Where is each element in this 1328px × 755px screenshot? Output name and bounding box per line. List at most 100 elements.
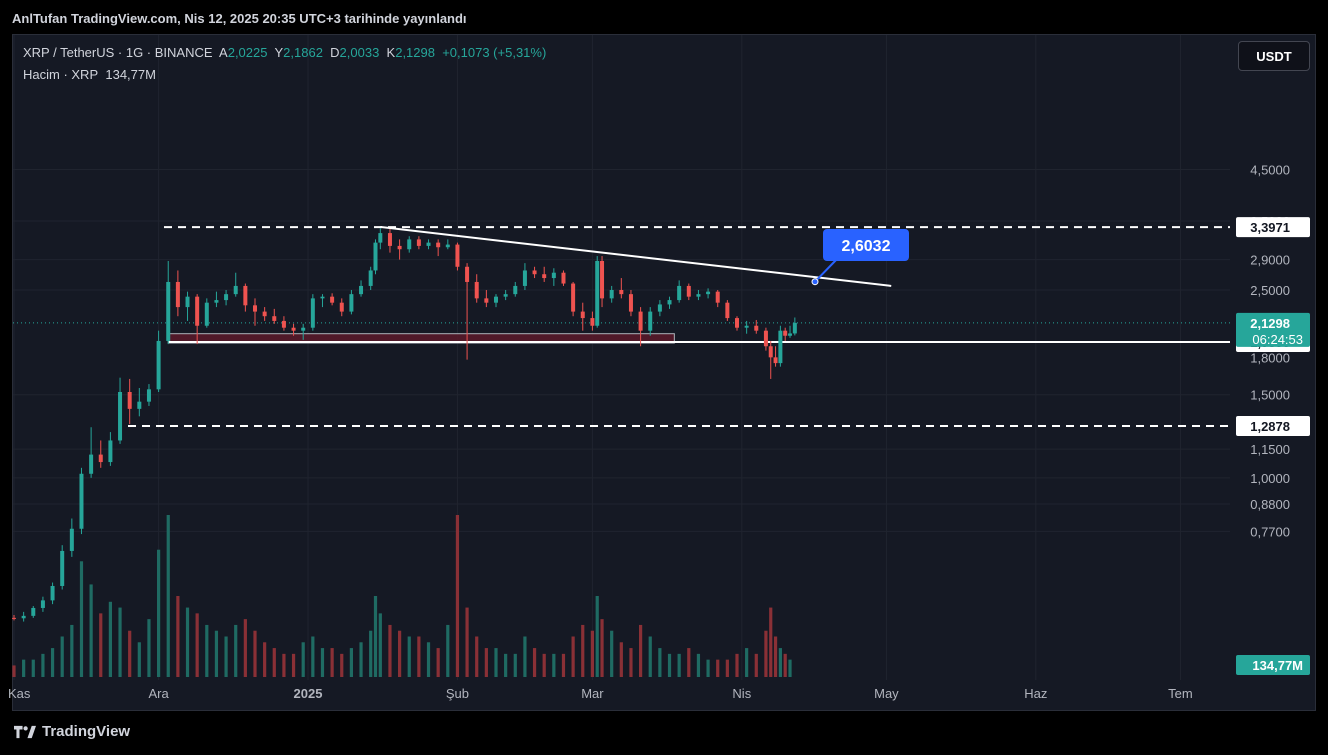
volume-bar [272,648,276,677]
volume-bar [407,636,411,677]
open-value: 2,0225 [227,45,268,60]
candle-body [706,291,711,295]
candle-body [281,320,286,328]
volume-tag-label: 134,77M [1252,658,1303,673]
volume-bar [677,653,681,677]
candle-body [204,302,209,326]
volume-bar [561,653,566,677]
candle-body [561,272,566,284]
x-tick-label: Nis [732,686,751,701]
countdown-label: 06:24:53 [1252,332,1303,347]
candle-body [445,244,450,248]
volume-bar [373,596,378,677]
volume-bar [523,636,527,677]
candle-body [253,305,257,312]
x-tick-label: Ara [148,686,169,701]
candle-body [291,327,296,331]
x-tick-label: Tem [1168,686,1193,701]
volume-bar [128,630,132,677]
candle-body [494,296,498,303]
volume-bar [388,624,392,677]
volume-bar [484,648,488,677]
volume-bar [595,596,599,677]
candle-body [773,357,778,364]
volume-bar [282,653,286,677]
chart-frame[interactable] [12,34,1316,711]
volume-bar [610,630,614,677]
volume-value: 134,77M [105,67,156,82]
y-tick-label: 4,5000 [1250,163,1290,178]
open-label: A [219,45,228,60]
volume-bar [590,630,594,677]
candle-body [455,244,460,267]
volume-bar [513,653,517,677]
volume-bar [769,607,773,677]
volume-bar [311,636,315,677]
candle-body [387,233,392,246]
volume-bar [398,630,402,677]
candle-body [725,302,730,319]
currency-button[interactable]: USDT [1238,41,1310,71]
volume-bar [340,653,344,677]
lower-price-tag [1236,415,1310,436]
low-label: D [330,45,340,60]
volume-bar [291,653,296,677]
volume-bar [542,653,546,677]
candle-body [416,239,421,246]
candle-body [79,473,84,529]
candle-body [638,311,643,331]
volume-bar [465,607,469,677]
volume-bar [359,642,363,677]
candle-body [195,296,200,326]
volume-bar [253,630,257,677]
candle-body [715,291,720,303]
candle-body [484,298,489,303]
volume-legend: Hacim · XRP 134,77M [23,67,156,82]
candle-body [735,318,739,328]
candle-body [503,294,508,297]
x-tick-label: Şub [446,686,469,701]
volume-bar [369,630,373,677]
candle-body [185,296,190,308]
tradingview-brand[interactable]: TradingView [14,723,130,740]
volume-bar [446,624,450,677]
candle-body [648,311,653,331]
candle-body [754,325,759,331]
volume-bar [552,653,556,677]
candle-body [657,304,662,312]
volume-bar [79,561,84,677]
volume-bar [745,648,749,677]
volume-bar [532,648,537,677]
candle-body [513,285,518,295]
volume-bar [301,642,305,677]
volume-bar [716,659,720,677]
volume-bar [696,653,701,677]
candle-body [595,260,600,326]
volume-bar [783,653,787,677]
volume-bar [243,619,247,677]
volume-bar [176,596,180,677]
candle-body [118,391,123,441]
volume-bar [31,659,35,677]
volume-bar [99,613,103,677]
candle-body [542,274,547,279]
candle-body [436,242,441,248]
volume-bar [764,630,768,677]
high-label: Y [274,45,284,60]
volume-bar [629,648,633,677]
candle-body [301,327,306,331]
candle-body [262,311,267,317]
x-tick-label: 2025 [294,686,323,701]
candle-body [667,300,672,305]
x-tick-label: May [874,686,899,701]
candle-body [792,322,797,334]
x-tick-label: Kas [8,686,31,701]
ohlc-legend: XRP / TetherUS · 1G · BINANCE A2,0225 Y2… [23,45,546,60]
candle-body [378,233,383,243]
volume-bar [166,515,170,677]
volume-bar [263,642,267,677]
close-value: 2,1298 [395,45,435,60]
candle-body [474,281,479,299]
candle-body [677,285,682,301]
